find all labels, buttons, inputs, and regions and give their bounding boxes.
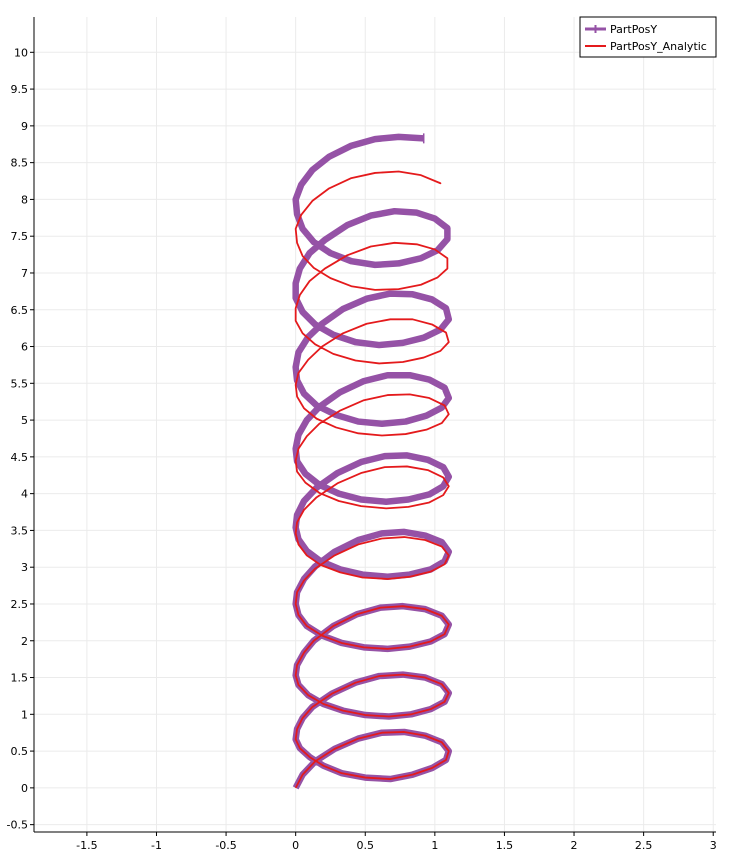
y-tick-label: 7.5 bbox=[11, 230, 29, 243]
y-tick-label: 10 bbox=[14, 46, 28, 59]
y-tick-label: 0.5 bbox=[11, 745, 29, 758]
y-tick-label: 3 bbox=[21, 561, 28, 574]
y-tick-label: 6.5 bbox=[11, 304, 29, 317]
y-tick-label: -0.5 bbox=[7, 819, 28, 832]
legend-label-partposy-analytic: PartPosY_Analytic bbox=[610, 40, 707, 53]
y-tick-label: 9.5 bbox=[11, 83, 29, 96]
series-layer bbox=[292, 133, 453, 790]
series-line-partposy-analytic bbox=[294, 170, 450, 789]
legend: PartPosY PartPosY_Analytic bbox=[579, 16, 717, 58]
y-tick-label: 3.5 bbox=[11, 524, 29, 537]
y-tick-label: 4 bbox=[21, 488, 28, 501]
y-tick-label: 1.5 bbox=[11, 672, 29, 685]
x-tick-label: 0 bbox=[292, 839, 299, 852]
y-tick-label: 0 bbox=[21, 782, 28, 795]
x-tick-label: 2.5 bbox=[635, 839, 653, 852]
series-line-partposy bbox=[292, 133, 453, 790]
y-tick-label: 7 bbox=[21, 267, 28, 280]
legend-box bbox=[579, 16, 717, 58]
y-tick-label: 1 bbox=[21, 708, 28, 721]
x-tick-label: 1.5 bbox=[496, 839, 514, 852]
y-tick-label: 9 bbox=[21, 120, 28, 133]
x-tick-label: 0.5 bbox=[357, 839, 375, 852]
legend-item-partposy-analytic: PartPosY_Analytic bbox=[585, 40, 707, 53]
tick-labels: -1.5 -1 -0.5 0 0.5 1 1.5 2 2.5 3 -0.5 0 0.5 1 1.5 2 2.5 3… bbox=[7, 46, 717, 852]
x-tick-label: 2 bbox=[571, 839, 578, 852]
x-tick-label: -0.5 bbox=[215, 839, 236, 852]
y-tick-label: 5.5 bbox=[11, 377, 29, 390]
x-tick-label: -1.5 bbox=[76, 839, 97, 852]
y-tick-label: 6 bbox=[21, 341, 28, 354]
y-tick-label: 4.5 bbox=[11, 451, 29, 464]
x-tick-label: 3 bbox=[710, 839, 717, 852]
x-tick-label: 1 bbox=[431, 839, 438, 852]
y-tick-label: 8 bbox=[21, 193, 28, 206]
y-tick-label: 2.5 bbox=[11, 598, 29, 611]
y-tick-label: 8.5 bbox=[11, 157, 29, 170]
y-tick-label: 5 bbox=[21, 414, 28, 427]
legend-item-partposy: PartPosY bbox=[585, 23, 657, 36]
legend-label-partposy: PartPosY bbox=[610, 23, 657, 36]
x-tick-label: -1 bbox=[151, 839, 162, 852]
axes bbox=[30, 17, 716, 836]
y-tick-label: 2 bbox=[21, 635, 28, 648]
